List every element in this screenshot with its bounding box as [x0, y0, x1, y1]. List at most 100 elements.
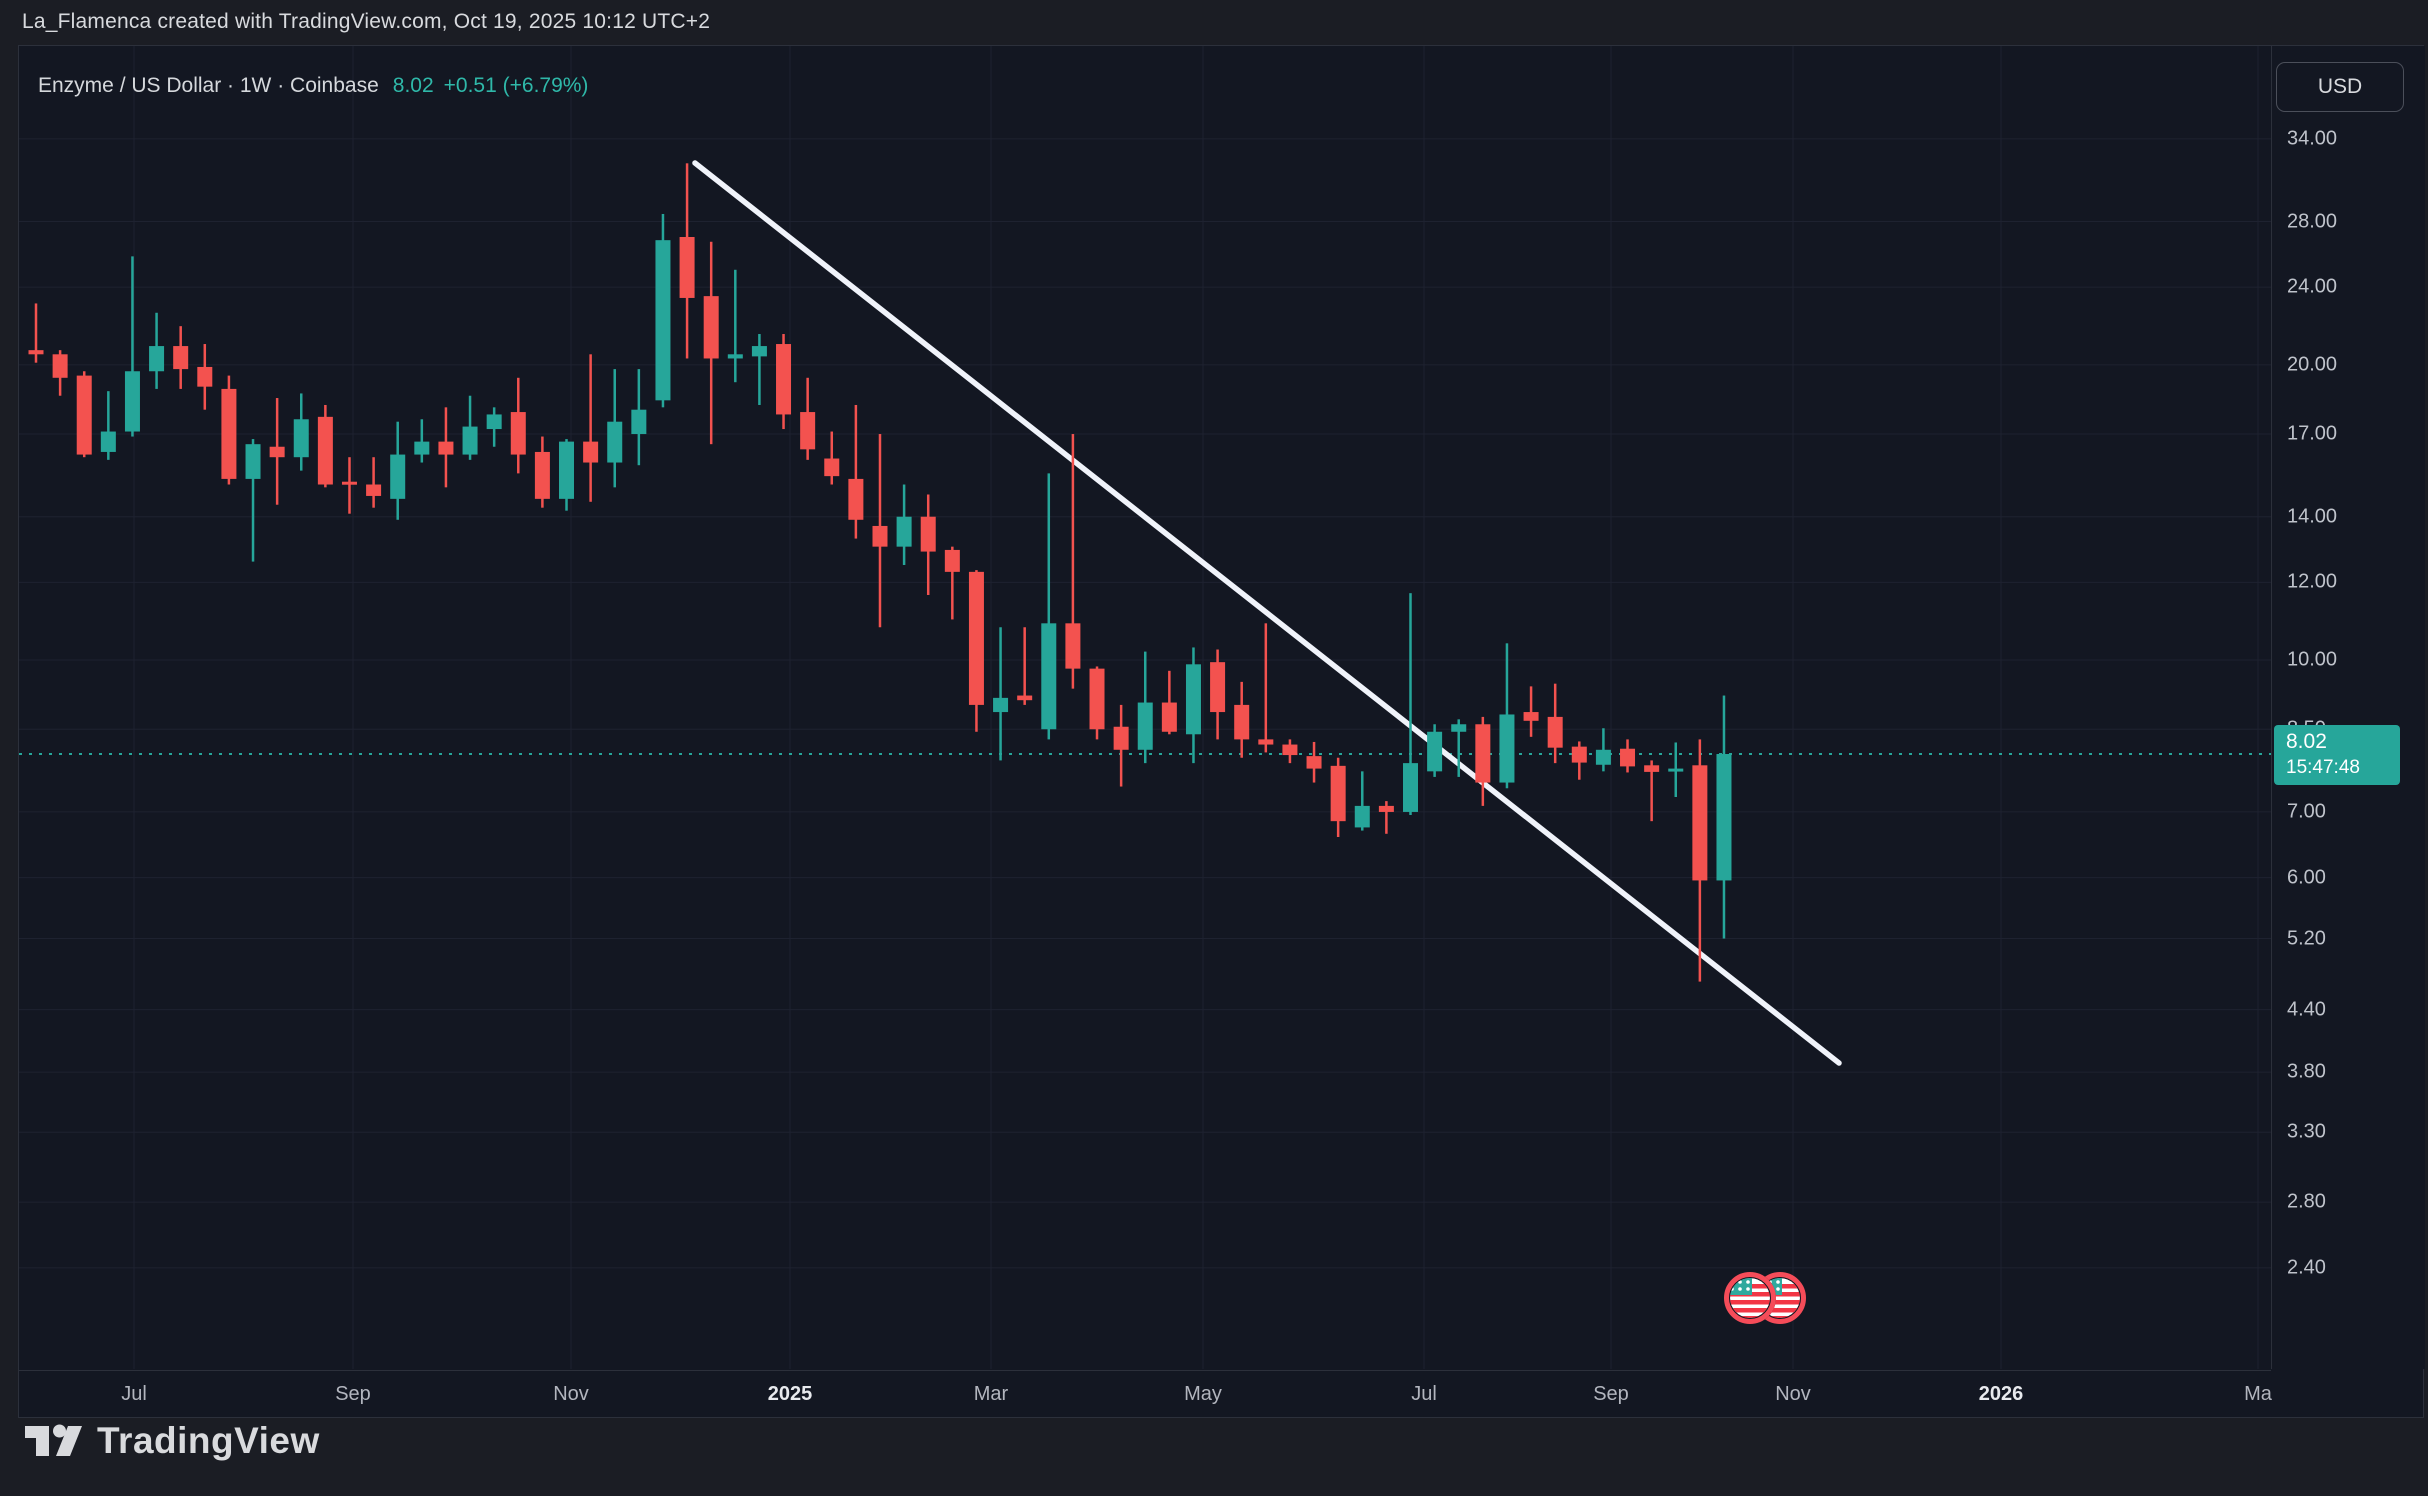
time-axis-label: Mar: [973, 1383, 1009, 1405]
price-axis-label: 17.00: [2287, 422, 2338, 445]
price-axis-label: 34.00: [2287, 127, 2338, 150]
attribution-bar: La_Flamenca created with TradingView.com…: [0, 0, 2428, 45]
price-axis-label: 3.30: [2287, 1120, 2326, 1143]
chart-panel: Enzyme / US Dollar · 1W · Coinbase 8.02 +0…: [18, 45, 2425, 1419]
candle: [1378, 801, 1394, 834]
candle: [1571, 741, 1587, 780]
candle: [197, 344, 213, 410]
bar-close-countdown: 15:47:48: [2286, 757, 2360, 778]
tradingview-logo-icon: [25, 1424, 82, 1456]
candle: [124, 256, 140, 437]
price-axis-label: 12.00: [2287, 570, 2338, 593]
candle: [173, 326, 189, 389]
candle: [100, 391, 116, 460]
candle: [1595, 728, 1611, 772]
time-axis-label: Jul: [1411, 1383, 1437, 1405]
candle: [1692, 739, 1708, 982]
candle: [245, 439, 261, 562]
candle: [1716, 695, 1732, 939]
candle: [317, 404, 333, 488]
candle: [1306, 741, 1322, 783]
time-axis-label: 2025: [767, 1383, 813, 1405]
candle: [534, 436, 550, 508]
current-price-value: 8.02: [2286, 730, 2327, 753]
candle: [1330, 757, 1346, 837]
candle: [896, 484, 912, 565]
price-axis-label: 10.00: [2287, 648, 2338, 671]
candle: [944, 546, 960, 620]
candle: [679, 163, 695, 359]
candle: [1258, 623, 1274, 753]
price-axis-label: 3.80: [2287, 1060, 2326, 1083]
price-axis-label: 28.00: [2287, 210, 2338, 232]
time-axis-label: Sep: [335, 1383, 371, 1405]
candle: [1017, 627, 1033, 705]
price-axis[interactable]: USD 8.02 15:47:48 34.00 28.00 24.00 20.00 17…: [2271, 46, 2425, 1369]
currency-button[interactable]: USD: [2276, 62, 2404, 112]
candle: [872, 434, 888, 628]
candle: [341, 457, 357, 514]
candle: [462, 395, 478, 460]
candle: [1499, 643, 1515, 789]
candle: [583, 354, 599, 502]
candle: [1451, 719, 1467, 777]
candle: [1475, 716, 1491, 806]
time-axis[interactable]: Jul Sep Nov 2025 Mar May Jul Sep Nov 2026 Ma: [19, 1370, 2272, 1419]
candle: [1620, 739, 1636, 773]
candle: [149, 312, 165, 389]
descending-trendline[interactable]: [692, 160, 1842, 1066]
candle: [1210, 649, 1226, 740]
legend-last-price: 8.02: [392, 74, 434, 97]
candle: [631, 369, 647, 466]
attribution-text: La_Flamenca created with TradingView.com…: [22, 10, 711, 33]
time-axis-label: Nov: [553, 1383, 589, 1405]
candle: [920, 494, 936, 595]
time-axis-label: 2026: [1978, 1383, 2024, 1405]
candle: [269, 398, 285, 505]
candle: [559, 439, 575, 511]
candle: [221, 375, 237, 485]
price-axis-label: 2.80: [2287, 1190, 2326, 1213]
candle: [993, 627, 1009, 761]
footer: TradingView: [0, 1418, 2428, 1496]
price-chart[interactable]: [19, 46, 2271, 1369]
tradingview-logo-text: TradingView: [97, 1420, 320, 1461]
candle: [655, 213, 671, 408]
candle: [968, 570, 984, 732]
candle: [1282, 739, 1298, 764]
current-price-tag: 8.02 15:47:48: [2274, 725, 2400, 785]
candle: [1234, 681, 1250, 758]
price-axis-label: 24.00: [2287, 275, 2338, 298]
candle: [486, 407, 502, 447]
time-axis-label: May: [1184, 1383, 1222, 1405]
price-axis-label: 7.00: [2287, 800, 2326, 823]
candle: [800, 377, 816, 460]
candle: [848, 404, 864, 539]
candle: [1427, 724, 1443, 777]
price-axis-label: 4.40: [2287, 998, 2326, 1021]
candle: [52, 350, 68, 396]
candle: [727, 269, 743, 383]
time-axis-label: Nov: [1775, 1383, 1811, 1405]
candle: [76, 371, 92, 458]
time-axis-label: Jul: [121, 1383, 147, 1405]
candle: [390, 421, 406, 520]
price-axis-label: 2.40: [2287, 1256, 2326, 1279]
time-axis-label: Sep: [1593, 1383, 1629, 1405]
symbol-legend[interactable]: Enzyme / US Dollar · 1W · Coinbase 8.02 +0…: [38, 74, 588, 98]
tradingview-logo[interactable]: TradingView: [23, 1420, 320, 1462]
candle: [1185, 647, 1201, 764]
candle: [438, 407, 454, 488]
candle: [1065, 434, 1081, 689]
price-axis-label: 20.00: [2287, 353, 2338, 376]
candle: [28, 303, 44, 363]
candle: [1041, 473, 1057, 740]
chart-plot-area[interactable]: [19, 46, 2271, 1369]
price-axis-label: 5.20: [2287, 927, 2326, 950]
candle: [776, 334, 792, 430]
candle: [703, 241, 719, 445]
time-axis-label: Ma: [2244, 1383, 2272, 1405]
candle: [1523, 686, 1539, 737]
legend-change: +0.51 (+6.79%): [443, 74, 589, 97]
economic-events-us-flags-icon[interactable]: [1724, 1272, 1806, 1324]
